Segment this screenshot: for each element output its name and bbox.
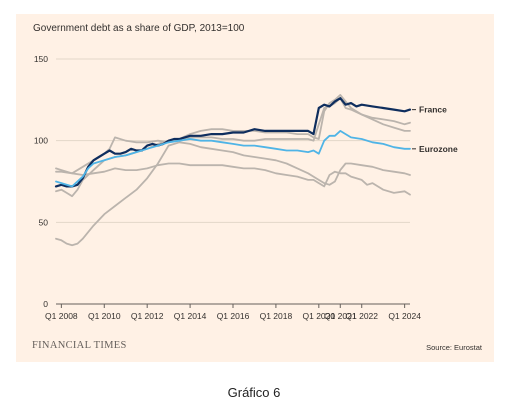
series-line-other xyxy=(55,141,411,247)
series-line-eurozone xyxy=(55,130,411,188)
series-label-eurozone: Eurozone xyxy=(419,144,458,154)
line-chart: 0 50 100 150 Q1 2008 Q1 2010 Q1 2012 Q1 2014 Q1 … xyxy=(34,54,458,321)
series-line-other xyxy=(55,162,411,196)
series-label-france: France xyxy=(419,105,447,115)
x-tick-label: Q1 2012 xyxy=(131,311,164,321)
x-tick-label: Q1 2010 xyxy=(88,311,121,321)
x-tick-label: Q1 2020 xyxy=(303,311,336,321)
x-tick-label: Q1 2014 xyxy=(174,311,207,321)
series-line-france xyxy=(54,97,412,188)
y-tick-label: 0 xyxy=(43,299,48,309)
brand-logo: FINANCIAL TIMES xyxy=(32,340,127,351)
x-tick-label: Q1 2018 xyxy=(260,311,293,321)
chart-title: Government debt as a share of GDP, 2013=… xyxy=(33,23,245,34)
x-tick-label: Q1 2016 xyxy=(217,311,250,321)
x-tick-label: Q1 2024 xyxy=(388,311,421,321)
series-line-other xyxy=(55,97,411,198)
x-tick-label: Q1 2021 xyxy=(324,311,357,321)
y-tick-label: 100 xyxy=(34,136,48,146)
source-note: Source: Eurostat xyxy=(426,343,482,352)
x-tick-label: Q1 2008 xyxy=(45,311,78,321)
chart-card: Government debt as a share of GDP, 2013=… xyxy=(16,14,494,362)
figure-caption: Gráfico 6 xyxy=(227,385,281,400)
y-tick-label: 50 xyxy=(39,217,49,227)
y-tick-label: 150 xyxy=(34,54,48,64)
x-tick-label: Q1 2022 xyxy=(345,311,378,321)
